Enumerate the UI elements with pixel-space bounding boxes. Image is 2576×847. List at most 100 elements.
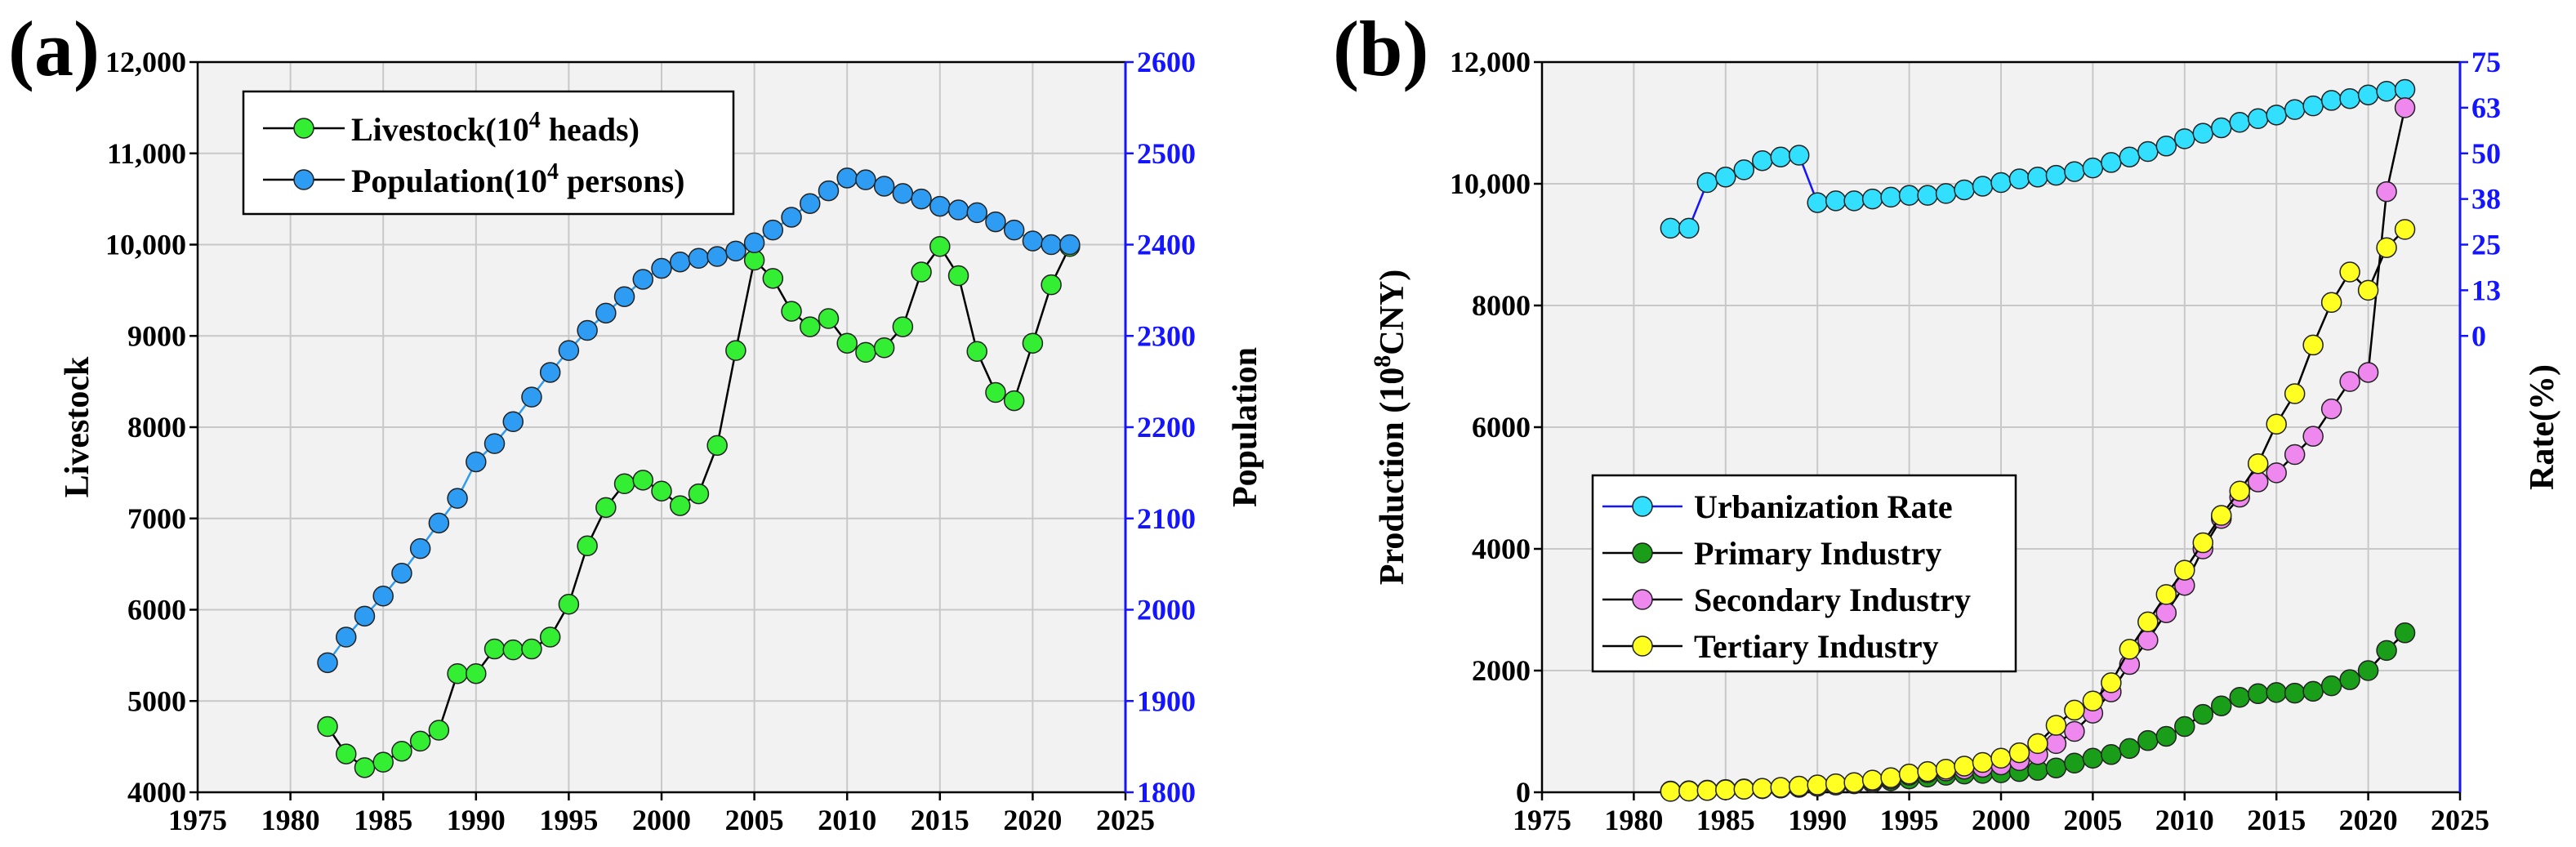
- population-point-2004: [725, 240, 747, 262]
- urbanization-rate-point-2003: [2045, 164, 2067, 186]
- panel-b-right-axis-ticks: 0 13 25 38 50 63 75: [2458, 46, 2501, 792]
- tertiary-industry-point-2005: [2082, 690, 2104, 711]
- livestock-point-1993: [521, 638, 542, 660]
- secondary-industry-point-2015: [2266, 462, 2287, 484]
- livestock-point-2001: [669, 495, 691, 516]
- population-point-2016: [947, 199, 969, 221]
- tertiary-industry-point-1997: [1935, 758, 1957, 780]
- livestock-point-1991: [484, 638, 506, 660]
- urbanization-rate-point-2011: [2192, 123, 2214, 144]
- tertiary-industry-point-1984: [1696, 780, 1718, 801]
- a-ytick-left-label-10-000: 10,000: [105, 229, 186, 261]
- a-xtick-label-1980: 1980: [261, 804, 320, 836]
- population-point-1983: [336, 626, 357, 648]
- b-xtick-label-2005: 2005: [2063, 804, 2122, 836]
- primary-industry-point-2004: [2064, 752, 2085, 773]
- primary-industry-point-2017: [2302, 680, 2324, 702]
- population-point-2020: [1022, 230, 1044, 252]
- panel-b-right-axis-title: Rate(%): [2524, 364, 2561, 490]
- urbanization-rate-point-1982: [1660, 217, 1682, 239]
- legend-urbanization-label: Urbanization Rate: [1694, 488, 1953, 525]
- livestock-point-2007: [781, 301, 802, 322]
- tertiary-industry-point-1987: [1752, 778, 1773, 799]
- panel-a-right-axis-title: Population: [1227, 347, 1264, 507]
- panel-a-chart: (a) 1975 1980 1985 1990 1995 2000 2005 2010 2015…: [8, 5, 1264, 836]
- primary-industry-point-2022: [2394, 622, 2416, 644]
- tertiary-industry-point-1999: [1972, 751, 1994, 773]
- population-point-2003: [706, 246, 728, 267]
- livestock-point-1982: [317, 715, 338, 738]
- tertiary-industry-point-2014: [2247, 452, 2269, 475]
- livestock-point-2011: [855, 341, 876, 363]
- urbanization-rate-point-1986: [1733, 159, 1755, 181]
- a-xtick-label-1995: 1995: [539, 804, 598, 836]
- panel-b-x-axis-ticks: 1975 1980 1985 1990 1995 2000 2005 2010 2015 2020…: [1513, 792, 2489, 836]
- primary-industry-point-2015: [2266, 682, 2287, 703]
- b-ytick-left-label-6000: 6000: [1472, 411, 1531, 444]
- tertiary-industry-point-2013: [2229, 480, 2250, 502]
- urbanization-rate-point-2022: [2394, 78, 2416, 100]
- population-point-2005: [743, 232, 765, 254]
- urbanization-rate-point-1984: [1696, 172, 1718, 194]
- panel-a-legend: Livestock(104 heads) Population(104 pers…: [242, 90, 735, 216]
- b-ytick-left-label-0: 0: [1516, 776, 1531, 809]
- urbanization-rate-point-2019: [2339, 87, 2360, 109]
- tertiary-industry-point-2008: [2137, 611, 2159, 633]
- population-point-2006: [762, 219, 784, 241]
- a-xtick-label-2015: 2015: [911, 804, 969, 836]
- urbanization-rate-point-1983: [1678, 217, 1700, 239]
- legend-entry-secondary-industry: Secondary Industry: [1602, 582, 1971, 618]
- urbanization-rate-point-2005: [2082, 157, 2104, 179]
- livestock-point-1984: [354, 757, 376, 778]
- b-ytick-left-label-10-000: 10,000: [1450, 167, 1531, 200]
- tertiary-industry-point-2019: [2339, 261, 2360, 283]
- secondary-industry-point-2017: [2302, 426, 2324, 447]
- urbanization-rate-point-2018: [2320, 90, 2342, 111]
- population-point-2013: [892, 183, 914, 204]
- population-point-1998: [613, 286, 635, 307]
- population-point-2010: [836, 167, 858, 189]
- population-point-2007: [781, 207, 802, 228]
- legend-tertiary-marker: [1632, 635, 1653, 657]
- urbanization-rate-point-2013: [2229, 112, 2250, 133]
- panel-b-legend-box: [1591, 474, 2017, 673]
- population-point-2001: [669, 251, 691, 273]
- tertiary-industry-point-2020: [2357, 279, 2379, 301]
- a-ytick-left-label-11-000: 11,000: [107, 137, 186, 170]
- legend-entry-primary-industry: Primary Industry: [1602, 535, 1941, 572]
- a-ytick-left-label-6000: 6000: [127, 594, 186, 626]
- panel-b-left-axis-title-tail: CNY): [1374, 270, 1411, 355]
- livestock-point-2002: [688, 483, 710, 505]
- livestock-point-1992: [502, 639, 524, 661]
- tertiary-industry-point-2016: [2284, 383, 2306, 404]
- urbanization-rate-point-2001: [2008, 168, 2030, 189]
- a-xtick-label-1975: 1975: [168, 804, 227, 836]
- population-point-2009: [818, 180, 840, 202]
- legend-population-tail: persons): [559, 163, 684, 199]
- livestock-point-2003: [706, 435, 728, 457]
- urbanization-rate-point-2010: [2174, 128, 2195, 149]
- b-ytick-right-label-0: 0: [2471, 319, 2486, 352]
- population-point-2008: [800, 193, 821, 214]
- primary-industry-point-2006: [2101, 744, 2122, 765]
- a-ytick-right-label-1900: 1900: [1137, 684, 1196, 717]
- urbanization-rate-point-2017: [2302, 95, 2324, 117]
- a-ytick-left-label-12-000: 12,000: [105, 46, 186, 78]
- panel-b-legend: Urbanization Rate Primary Industry Secon…: [1591, 474, 2017, 673]
- primary-industry-point-2020: [2357, 660, 2379, 681]
- panel-b-left-axis-title: Production (108CNY): [1369, 270, 1411, 585]
- a-ytick-left-label-9000: 9000: [127, 319, 186, 352]
- a-xtick-label-2005: 2005: [725, 804, 784, 836]
- legend-livestock-marker: [293, 118, 314, 139]
- legend-livestock-tail: heads): [541, 111, 640, 148]
- tertiary-industry-point-1992: [1843, 772, 1865, 793]
- primary-industry-point-2007: [2119, 738, 2141, 760]
- urbanization-rate-point-1993: [1861, 188, 1883, 210]
- urbanization-rate-point-1989: [1788, 145, 1810, 166]
- tertiary-industry-point-1989: [1788, 775, 1810, 797]
- population-point-1995: [558, 340, 580, 361]
- a-series-population: [317, 167, 1081, 674]
- tertiary-industry-point-2001: [2008, 742, 2030, 764]
- primary-industry-point-2013: [2229, 687, 2250, 708]
- b-ytick-left-label-4000: 4000: [1472, 533, 1531, 565]
